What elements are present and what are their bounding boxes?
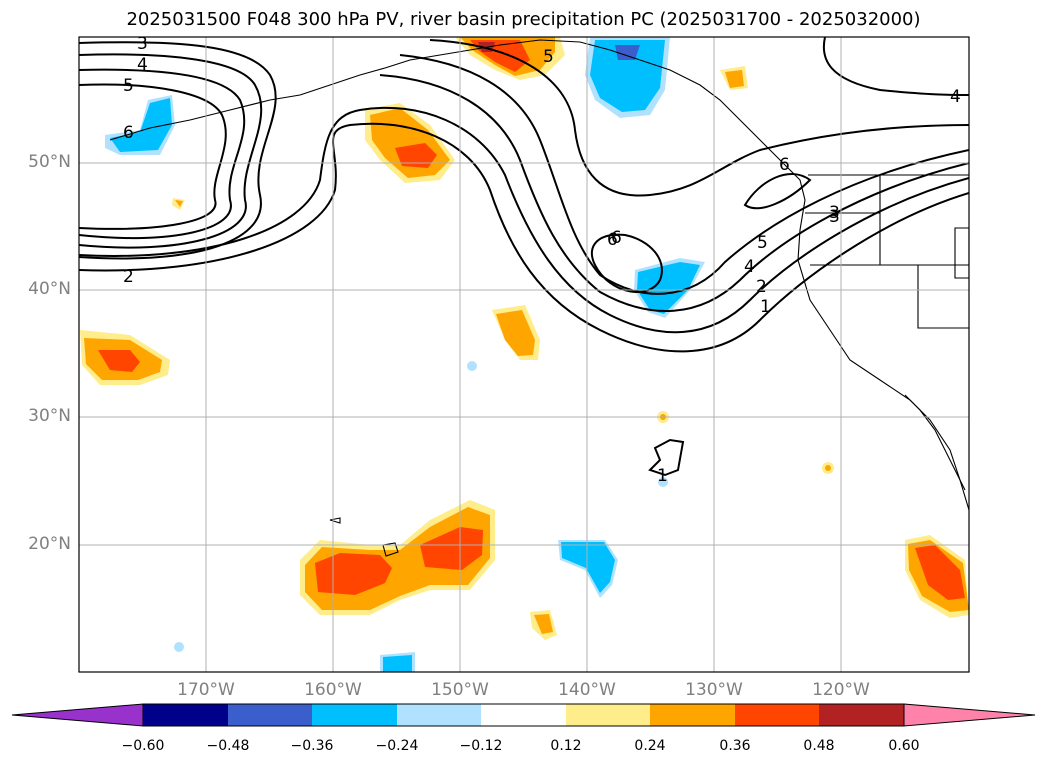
contour-label: 6 bbox=[607, 230, 618, 250]
colorbar-tick: 0.12 bbox=[550, 738, 582, 754]
lat-label: 30°N bbox=[28, 406, 71, 426]
colorbar-swatch bbox=[735, 704, 819, 726]
contour-label: 5 bbox=[543, 47, 554, 67]
contour-label: 4 bbox=[950, 87, 961, 107]
lon-label: 120°W bbox=[812, 680, 870, 700]
contour-label: 6 bbox=[779, 155, 790, 175]
lat-label: 50°N bbox=[28, 152, 71, 172]
coastlines bbox=[109, 39, 969, 557]
contour-label: 1 bbox=[657, 466, 668, 486]
lon-label: 170°W bbox=[177, 680, 235, 700]
contour-label: 5 bbox=[757, 233, 768, 253]
colorbar-extend-right bbox=[903, 703, 1036, 727]
precip-negative-patches bbox=[105, 37, 705, 672]
colorbar-swatch bbox=[228, 704, 312, 726]
lon-label: 130°W bbox=[685, 680, 743, 700]
contour-label: 5 bbox=[123, 76, 134, 96]
contour-label: 4 bbox=[137, 55, 148, 75]
colorbar-tick: −0.24 bbox=[375, 738, 419, 754]
colorbar-tick: −0.60 bbox=[121, 738, 165, 754]
contour-label: 3 bbox=[137, 34, 148, 54]
contour-label: 2 bbox=[123, 267, 134, 287]
map-border bbox=[78, 36, 970, 673]
colorbar bbox=[11, 703, 1036, 727]
contour-label: 2 bbox=[756, 277, 767, 297]
contour-label: 3 bbox=[829, 203, 840, 223]
lat-label: 20°N bbox=[28, 534, 71, 554]
lat-label: 40°N bbox=[28, 279, 71, 299]
colorbar-extend-left bbox=[11, 703, 144, 727]
lon-label: 140°W bbox=[558, 680, 616, 700]
contour-label: 6 bbox=[123, 123, 134, 143]
colorbar-swatch bbox=[819, 704, 904, 726]
graticule bbox=[79, 37, 969, 672]
colorbar-tick: −0.12 bbox=[459, 738, 503, 754]
colorbar-swatch bbox=[650, 704, 735, 726]
colorbar-swatch bbox=[397, 704, 481, 726]
colorbar-tick: −0.36 bbox=[290, 738, 334, 754]
colorbar-tick: 0.60 bbox=[888, 738, 920, 754]
lon-label: 150°W bbox=[431, 680, 489, 700]
contour-label: 1 bbox=[760, 297, 771, 317]
contour-label: 3 bbox=[829, 207, 840, 227]
colorbar-swatch bbox=[481, 704, 566, 726]
colorbar-swatch bbox=[312, 704, 397, 726]
contour-label: 4 bbox=[744, 257, 755, 277]
map-title: 2025031500 F048 300 hPa PV, river basin … bbox=[126, 9, 921, 30]
colorbar-swatch bbox=[143, 704, 228, 726]
colorbar-tick: 0.48 bbox=[803, 738, 835, 754]
colorbar-tick: 0.24 bbox=[634, 738, 666, 754]
colorbar-swatch bbox=[566, 704, 650, 726]
lon-label: 160°W bbox=[304, 680, 362, 700]
colorbar-tick: −0.48 bbox=[206, 738, 250, 754]
pv-contours bbox=[79, 37, 969, 477]
colorbar-border bbox=[142, 703, 905, 727]
colorbar-tick: 0.36 bbox=[719, 738, 751, 754]
contour-label: 6 bbox=[611, 228, 622, 248]
